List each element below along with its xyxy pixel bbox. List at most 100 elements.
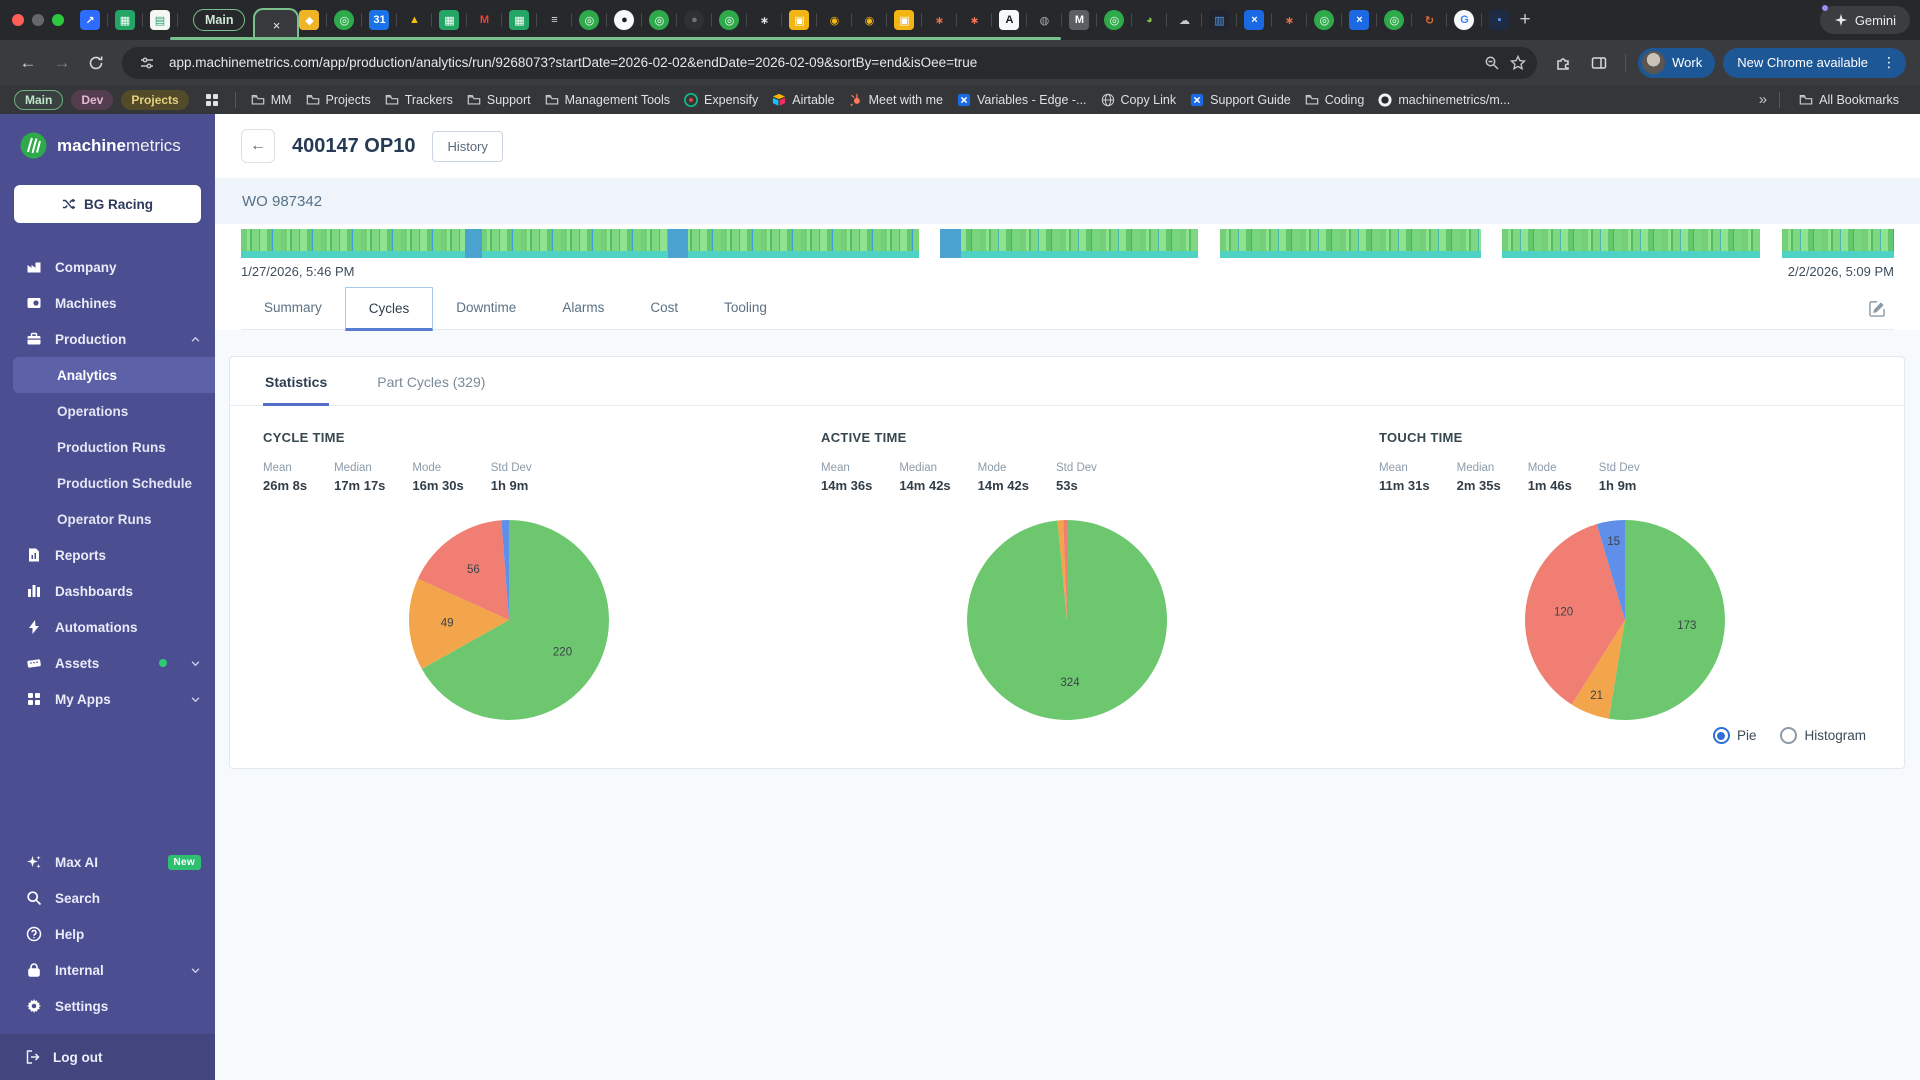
machinemetrics-favicon-tab[interactable]: ◎ — [719, 10, 739, 30]
machinemetrics-favicon-tab[interactable]: ◎ — [1384, 10, 1404, 30]
history-button[interactable]: History — [432, 131, 502, 162]
bookmark-item[interactable]: Airtable — [772, 93, 834, 107]
site-settings-icon[interactable] — [134, 50, 160, 76]
machinemetrics-favicon-tab[interactable]: ◎ — [1104, 10, 1124, 30]
bookmark-item[interactable]: Copy Link — [1101, 93, 1177, 107]
bookmark-item[interactable]: Management Tools — [545, 93, 670, 107]
tab-cycles[interactable]: Cycles — [345, 287, 434, 331]
edit-icon[interactable] — [1869, 300, 1886, 317]
google-favicon-tab[interactable]: G — [1454, 10, 1474, 30]
url-bar[interactable]: app.machinemetrics.com/app/production/an… — [122, 47, 1537, 79]
close-window-button[interactable] — [12, 14, 24, 26]
production-timeline[interactable] — [241, 229, 1894, 258]
m-box-favicon-tab[interactable]: M — [1069, 10, 1089, 30]
card-tab-statistics[interactable]: Statistics — [263, 357, 329, 406]
drive-favicon-tab[interactable]: ▲ — [404, 10, 424, 30]
close-tab-icon[interactable]: × — [273, 18, 281, 33]
back-button[interactable]: ← — [14, 49, 42, 77]
sheets-favicon-tab[interactable]: ▦ — [115, 10, 135, 30]
sidebar-item-company[interactable]: Company — [0, 249, 215, 285]
sidebar-item-production[interactable]: Production — [0, 321, 215, 357]
sidebar-item-search[interactable]: Search — [0, 880, 215, 916]
new-tab-button[interactable]: + — [1519, 9, 1530, 31]
sidebar-item-my-apps[interactable]: My Apps — [0, 681, 215, 717]
yellow-ring-favicon-tab[interactable]: ◉ — [859, 10, 879, 30]
yellow-ring-favicon-tab[interactable]: ◉ — [824, 10, 844, 30]
back-nav-button[interactable]: ← — [241, 129, 275, 163]
pie-chart[interactable]: 1732112015 — [1346, 517, 1904, 723]
side-panel-icon[interactable] — [1585, 49, 1613, 77]
starburst-favicon-tab[interactable]: ∗ — [929, 10, 949, 30]
pie-slice[interactable] — [967, 520, 1167, 720]
sidebar-item-settings[interactable]: Settings — [0, 988, 215, 1024]
bookmark-item[interactable]: MM — [251, 93, 292, 107]
gmail-favicon-tab[interactable]: M — [474, 10, 494, 30]
bookmark-item[interactable]: Meet with me — [849, 93, 943, 107]
radio-icon[interactable] — [1713, 727, 1730, 744]
shortcut-favicon-tab[interactable]: ↗ — [80, 10, 100, 30]
calendar-favicon-tab[interactable]: 31 — [369, 10, 389, 30]
sidebar-subitem-production-runs[interactable]: Production Runs — [0, 429, 215, 465]
url-text[interactable]: app.machinemetrics.com/app/production/an… — [169, 55, 1479, 70]
gemini-button[interactable]: Gemini — [1820, 6, 1910, 34]
sheets-favicon-tab[interactable]: ▦ — [509, 10, 529, 30]
bookmark-item[interactable]: Expensify — [684, 93, 758, 107]
bookmark-item[interactable]: Coding — [1305, 93, 1365, 107]
minimize-window-button[interactable] — [32, 14, 44, 26]
card-tab-part[interactable]: Part Cycles (329) — [375, 357, 487, 405]
sidebar-item-reports[interactable]: Reports — [0, 537, 215, 573]
radio-pie[interactable]: Pie — [1713, 727, 1757, 744]
profile-button[interactable]: Work — [1638, 48, 1715, 78]
yellow-square-favicon-tab[interactable]: ▣ — [789, 10, 809, 30]
cloud-favicon-tab[interactable]: ☁ — [1174, 10, 1194, 30]
org-switcher-button[interactable]: BG Racing — [14, 185, 201, 223]
bookmark-pill-main[interactable]: Main — [14, 90, 63, 110]
panel-blue-favicon-tab[interactable]: ▥ — [1209, 10, 1229, 30]
timeline-segment[interactable] — [1502, 229, 1760, 258]
sidebar-item-dashboards[interactable]: Dashboards — [0, 573, 215, 609]
bookmarks-overflow-chevron[interactable]: » — [1759, 91, 1767, 108]
green-ring-favicon-tab[interactable]: ◕ — [1139, 10, 1159, 30]
refresh-orange-favicon-tab[interactable]: ↻ — [1419, 10, 1439, 30]
openai-favicon-tab[interactable]: ∗ — [754, 10, 774, 30]
bookmark-item[interactable]: Variables - Edge -... — [957, 93, 1087, 107]
box-favicon-tab[interactable]: ◆ — [299, 10, 319, 30]
starburst-favicon-tab[interactable]: ∗ — [1279, 10, 1299, 30]
sidebar-subitem-analytics[interactable]: Analytics — [13, 357, 215, 393]
forward-button[interactable]: → — [48, 49, 76, 77]
timeline-segment[interactable] — [241, 229, 919, 258]
bookmark-pill-projects[interactable]: Projects — [121, 90, 188, 110]
bookmark-item[interactable]: Support Guide — [1190, 93, 1291, 107]
github-favicon-tab[interactable]: ● — [614, 10, 634, 30]
bookmark-pill-dev[interactable]: Dev — [71, 90, 113, 110]
stack-favicon-tab[interactable]: ≡ — [544, 10, 564, 30]
sidebar-item-automations[interactable]: Automations — [0, 609, 215, 645]
bookmark-item[interactable]: machinemetrics/m... — [1378, 93, 1510, 107]
pie-chart[interactable]: 324 — [788, 517, 1346, 723]
timeline-segment[interactable] — [1220, 229, 1481, 258]
zoom-page-icon[interactable] — [1479, 50, 1505, 76]
sidebar-item-assets[interactable]: Assets — [0, 645, 215, 681]
sidebar-item-help[interactable]: Help — [0, 916, 215, 952]
x-blue-favicon-tab[interactable]: × — [1349, 10, 1369, 30]
tab-downtime[interactable]: Downtime — [433, 287, 539, 329]
pie-chart[interactable]: 2204956 — [230, 517, 788, 723]
github-dim-favicon-tab[interactable]: ● — [684, 10, 704, 30]
machinemetrics-favicon-tab[interactable]: ◎ — [1314, 10, 1334, 30]
tab-group-main[interactable]: Main — [193, 9, 245, 31]
bookmark-item[interactable]: Projects — [306, 93, 371, 107]
bookmark-star-icon[interactable] — [1505, 50, 1531, 76]
tab-cost[interactable]: Cost — [627, 287, 701, 329]
blue-box-favicon-tab[interactable]: ▪ — [1489, 10, 1509, 30]
a-logo-favicon-tab[interactable]: A — [999, 10, 1019, 30]
sidebar-item-internal[interactable]: Internal — [0, 952, 215, 988]
apps-grid-icon[interactable] — [204, 92, 220, 108]
maximize-window-button[interactable] — [52, 14, 64, 26]
timeline-segment[interactable] — [940, 229, 1198, 258]
active-tab[interactable]: × — [253, 8, 299, 40]
reload-button[interactable] — [82, 49, 110, 77]
sheets-favicon-tab[interactable]: ▦ — [439, 10, 459, 30]
tab-alarms[interactable]: Alarms — [539, 287, 627, 329]
bookmark-item[interactable]: Trackers — [385, 93, 453, 107]
sidebar-item-machines[interactable]: Machines — [0, 285, 215, 321]
